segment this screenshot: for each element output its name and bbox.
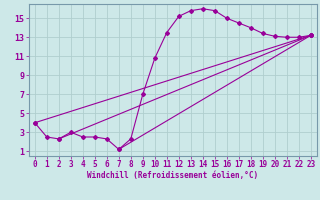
X-axis label: Windchill (Refroidissement éolien,°C): Windchill (Refroidissement éolien,°C) <box>87 171 258 180</box>
